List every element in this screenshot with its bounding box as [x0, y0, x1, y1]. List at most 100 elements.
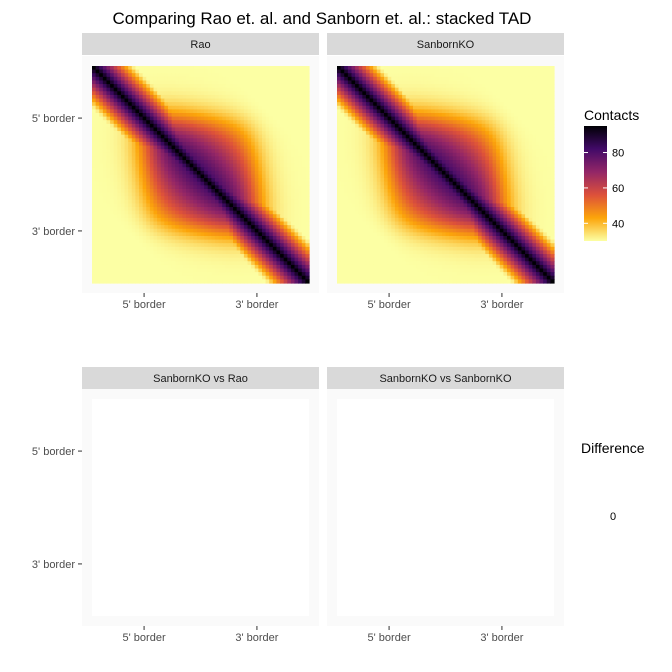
heatmap-tile [525, 134, 530, 139]
heatmap-tile [99, 268, 104, 273]
heatmap-tile [211, 120, 216, 125]
heatmap-tile [211, 66, 216, 71]
heatmap-tile [196, 254, 202, 259]
heatmap-tile [305, 217, 310, 223]
heatmap-tile [236, 116, 241, 121]
heatmap-tile [283, 105, 288, 110]
heatmap-tile [160, 156, 165, 161]
heatmap-tile [214, 188, 220, 194]
heatmap-tile [225, 275, 231, 280]
heatmap-tile [355, 145, 360, 150]
heatmap-tile [113, 80, 118, 85]
heatmap-tile [102, 232, 108, 237]
heatmap-tile [142, 217, 147, 223]
heatmap-tile [164, 228, 169, 233]
heatmap-tile [164, 214, 169, 219]
heatmap-tile [196, 91, 202, 96]
heatmap-tile [269, 232, 274, 237]
heatmap-tile [167, 239, 173, 244]
heatmap-tile [496, 127, 501, 132]
heatmap-tile [186, 138, 191, 143]
heatmap-tile [290, 275, 296, 280]
heatmap-tile [431, 84, 436, 89]
heatmap-tile [225, 170, 231, 176]
heatmap-tile [243, 232, 249, 237]
heatmap-tile [131, 210, 136, 215]
heatmap-tile [247, 188, 252, 194]
heatmap-tile [139, 207, 144, 212]
heatmap-tile [412, 120, 418, 125]
heatmap-tile [92, 246, 97, 252]
heatmap-tile [272, 264, 278, 270]
heatmap-tile [139, 123, 144, 129]
heatmap-tile [384, 109, 389, 114]
heatmap-tile [139, 120, 144, 125]
heatmap-tile [514, 102, 519, 107]
heatmap-tile [276, 145, 281, 150]
heatmap-tile [113, 199, 118, 205]
heatmap-tile [153, 163, 158, 168]
heatmap-tile [488, 69, 494, 74]
heatmap-tile [106, 91, 111, 96]
heatmap-tile [142, 94, 147, 100]
heatmap-tile [204, 156, 209, 161]
heatmap-tile [294, 196, 299, 201]
heatmap-tile [449, 80, 454, 85]
heatmap-tile [438, 87, 443, 92]
heatmap-tile [506, 116, 512, 121]
heatmap-tile [258, 69, 263, 74]
heatmap-tile [160, 141, 165, 147]
heatmap-tile [218, 113, 223, 118]
heatmap-tile [146, 149, 151, 154]
heatmap-tile [92, 94, 97, 100]
heatmap-tile [139, 134, 144, 139]
heatmap-tile [272, 91, 278, 96]
heatmap-tile [543, 76, 548, 82]
heatmap-tile [347, 102, 353, 107]
heatmap-tile [142, 76, 147, 82]
heatmap-tile [243, 225, 249, 230]
heatmap-tile [543, 102, 548, 107]
heatmap-tile [550, 98, 555, 103]
heatmap-tile [283, 149, 288, 154]
heatmap-tile [99, 134, 104, 139]
heatmap-tile [218, 141, 223, 147]
heatmap-tile [434, 141, 439, 147]
heatmap-tile [225, 221, 231, 226]
heatmap-tile [135, 199, 140, 205]
heatmap-tile [340, 98, 345, 103]
heatmap-tile [301, 66, 306, 71]
heatmap-tile [243, 207, 249, 212]
heatmap-tile [546, 66, 551, 71]
heatmap-tile [131, 105, 136, 110]
heatmap-tile [470, 141, 476, 147]
heatmap-tile [265, 239, 270, 244]
heatmap-tile [254, 210, 259, 215]
heatmap-tile [95, 152, 100, 158]
heatmap-tile [157, 120, 162, 125]
heatmap-tile [218, 207, 223, 212]
heatmap-tile [290, 188, 296, 194]
heatmap-tile [149, 210, 155, 215]
heatmap-tile [438, 73, 443, 78]
heatmap-tile [120, 239, 126, 244]
heatmap-tile [298, 192, 303, 197]
heatmap-tile [142, 134, 147, 139]
heatmap-tile [95, 250, 100, 255]
heatmap-tile [423, 134, 429, 139]
heatmap-tile [535, 131, 541, 136]
heatmap-tile [276, 243, 281, 248]
heatmap-tile [128, 131, 133, 136]
heatmap-tile [298, 138, 303, 143]
heatmap-tile [355, 116, 360, 121]
heatmap-tile [99, 94, 104, 100]
heatmap-tile [171, 145, 176, 150]
heatmap-tile [445, 116, 450, 121]
heatmap-tile [305, 254, 310, 259]
heatmap-tile [301, 192, 306, 197]
heatmap-tile [369, 138, 374, 143]
heatmap-tile [236, 196, 241, 201]
heatmap-tile [521, 98, 526, 103]
heatmap-tile [305, 275, 310, 280]
heatmap-tile [113, 196, 118, 201]
